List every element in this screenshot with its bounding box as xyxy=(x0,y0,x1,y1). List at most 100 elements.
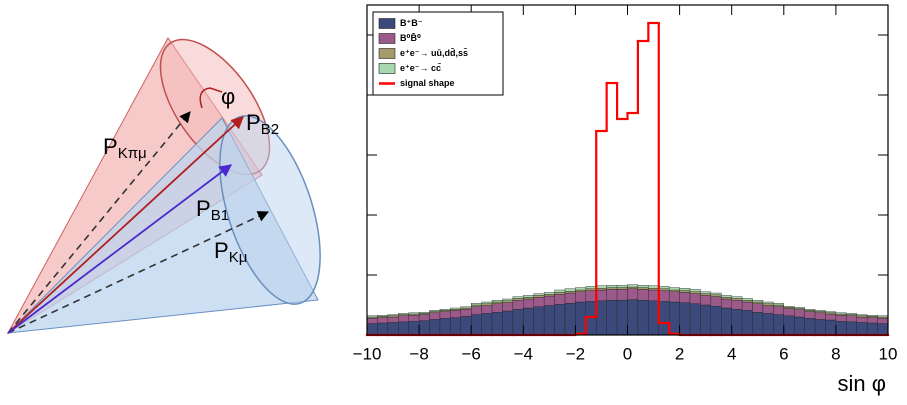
histogram-bar xyxy=(543,305,555,336)
histogram-bar xyxy=(606,300,618,336)
histogram-bar xyxy=(866,322,878,336)
histogram-bar xyxy=(387,314,399,317)
histogram-bar xyxy=(835,321,847,336)
histogram-bar xyxy=(418,314,430,321)
cone-diagram: φ PKπμ PB2 PB1 PKμ xyxy=(6,37,321,335)
histogram-bar xyxy=(408,321,420,336)
histogram-bar xyxy=(429,310,441,312)
histogram-bar xyxy=(512,300,524,310)
histogram-bar xyxy=(471,303,482,306)
histogram-bar xyxy=(512,309,524,336)
histogram-bar xyxy=(700,291,712,294)
histogram-bar xyxy=(856,322,868,336)
histogram-bar xyxy=(398,315,409,322)
x-tick-label: −6 xyxy=(462,344,481,363)
histogram-bar xyxy=(627,288,639,300)
subscript: B2 xyxy=(261,121,279,138)
histogram-bar xyxy=(752,312,764,336)
histogram-bar xyxy=(616,300,628,336)
histogram-bar xyxy=(543,294,555,297)
histogram-bar xyxy=(502,298,514,301)
histogram-bar xyxy=(606,285,618,288)
histogram-bar xyxy=(846,321,857,336)
histogram-bar xyxy=(543,292,555,295)
histogram-bar xyxy=(418,320,430,336)
histogram-bar xyxy=(658,286,670,289)
x-tick-label: 10 xyxy=(879,344,898,363)
x-tick-label: 0 xyxy=(623,344,632,363)
histogram-bar xyxy=(741,298,753,301)
histogram-bar xyxy=(752,300,764,303)
histogram-bar xyxy=(741,300,753,303)
histogram-bar xyxy=(564,288,576,292)
histogram-bar xyxy=(429,312,441,320)
histogram-bar xyxy=(523,295,534,298)
histogram-bar xyxy=(502,310,514,336)
symbol: P xyxy=(103,134,118,159)
histogram-bar xyxy=(877,323,889,336)
x-tick-label: −2 xyxy=(566,344,585,363)
subscript: Kμ xyxy=(229,249,248,266)
histogram-bar xyxy=(585,301,597,336)
histogram-bar xyxy=(377,322,389,336)
histogram-bar xyxy=(731,298,743,301)
histogram-plot: −10 −8 −6 −4 −2 0 2 4 6 8 10 sin φ B⁺B⁻ B⁰B̄⁰ e⁺e⁻→ uū… xyxy=(353,4,898,396)
histogram-bar xyxy=(752,303,764,313)
histogram-bar xyxy=(491,303,503,313)
phi-label: φ xyxy=(221,84,235,109)
histogram-bar xyxy=(648,289,659,302)
histogram-bar xyxy=(575,287,587,291)
histogram-bar xyxy=(762,301,774,304)
histogram-bar xyxy=(700,304,712,336)
histogram-bar xyxy=(783,315,795,336)
histogram-bar xyxy=(429,319,441,336)
x-tick-label: 2 xyxy=(675,344,684,363)
histogram-bar xyxy=(606,287,618,290)
histogram-bar xyxy=(408,312,420,315)
histogram-bar xyxy=(814,312,826,320)
histogram-bar xyxy=(585,288,597,291)
histogram-bar xyxy=(512,296,524,299)
histogram-bar xyxy=(637,300,649,336)
histogram-bar xyxy=(658,301,670,336)
histogram-bar xyxy=(648,300,659,336)
histogram-bar xyxy=(460,309,472,317)
histogram-bar xyxy=(408,315,420,322)
histogram-bar xyxy=(668,291,680,303)
histogram-bar xyxy=(596,285,607,289)
histogram-bar xyxy=(773,314,785,336)
histogram-bar xyxy=(825,311,837,314)
histogram-bar xyxy=(491,312,503,336)
histogram-bar xyxy=(460,316,472,336)
b1-arrow xyxy=(7,164,233,334)
histogram-bar xyxy=(627,299,639,336)
histogram-bar xyxy=(616,289,628,301)
histogram-bar xyxy=(564,291,576,294)
histogram-bar xyxy=(658,288,670,291)
histogram-bar xyxy=(554,304,566,336)
p-b2-label: PB2 xyxy=(246,110,279,138)
histogram-bar xyxy=(866,315,878,317)
histogram-bar xyxy=(679,292,691,303)
histogram-bar xyxy=(689,293,701,305)
histogram-bar xyxy=(471,304,482,307)
histogram-bar xyxy=(533,297,545,308)
legend-label: signal shape xyxy=(400,78,455,88)
histogram-bar xyxy=(710,296,722,307)
histogram-bar xyxy=(835,315,847,322)
histogram-bar xyxy=(689,303,701,336)
histogram-bar xyxy=(596,288,607,291)
histogram-bar xyxy=(450,310,461,318)
histogram-bar xyxy=(783,306,795,308)
histogram-bar xyxy=(700,293,712,296)
histogram-bar xyxy=(481,303,493,306)
histogram-bar xyxy=(439,311,451,319)
histogram-bar xyxy=(637,287,649,290)
histogram-bar xyxy=(731,296,743,299)
histogram-bar xyxy=(491,300,503,303)
histogram-bar xyxy=(762,313,774,336)
histogram-bar xyxy=(439,318,451,336)
histogram-bar xyxy=(710,292,722,295)
histogram-bar xyxy=(575,291,587,303)
